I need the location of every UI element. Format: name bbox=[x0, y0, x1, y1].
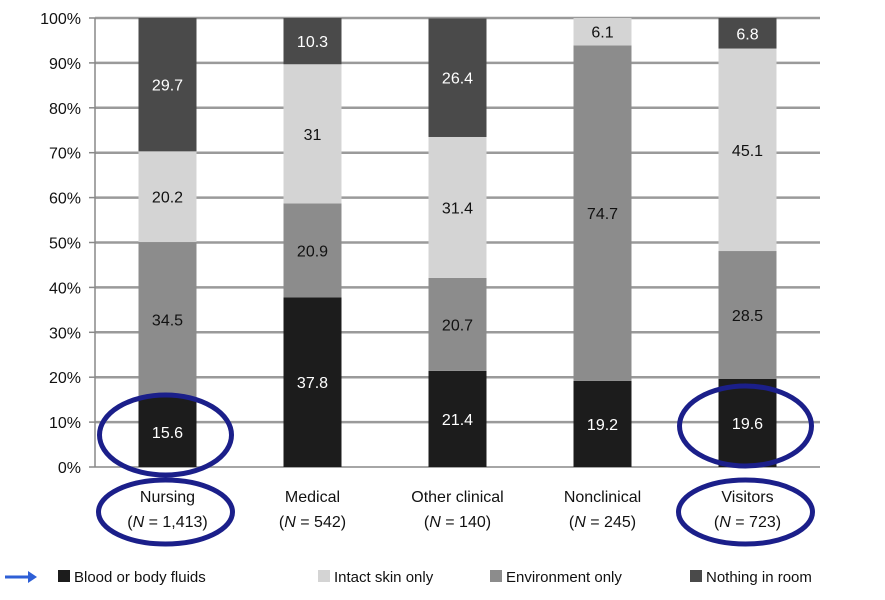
bar-segment-blood-or-body-fluids-nonclinical bbox=[573, 380, 632, 467]
highlight-ellipse-value-nursing bbox=[97, 392, 234, 478]
bar-segment-intact-skin-only-nursing bbox=[138, 151, 197, 243]
bar-segment-environment-only-other-clinical bbox=[428, 277, 487, 371]
x-category-n-label: (N = 1,413) bbox=[127, 514, 208, 531]
legend-swatch-nothing-in-room bbox=[690, 570, 702, 582]
y-tick-label: 20% bbox=[49, 370, 81, 387]
x-category-n-label: (N = 245) bbox=[569, 514, 636, 531]
highlight-ellipse-value-visitors bbox=[677, 383, 814, 469]
data-label-blood-or-body-fluids-visitors: 19.6 bbox=[732, 416, 763, 433]
bar-segment-nothing-in-room-other-clinical bbox=[428, 18, 487, 137]
bar-segment-blood-or-body-fluids-nursing bbox=[138, 396, 197, 467]
y-tick-label: 0% bbox=[58, 460, 81, 477]
bars: 15.6 34.5 20.2 29.7 37.8 20.9 31 10.3 21.4 20.7 31… bbox=[138, 18, 777, 467]
bar-segment-blood-or-body-fluids-medical bbox=[283, 297, 342, 467]
bar-segment-intact-skin-only-nonclinical bbox=[573, 18, 632, 46]
data-label-intact-skin-only-other-clinical: 31.4 bbox=[442, 200, 473, 217]
data-label-intact-skin-only-visitors: 45.1 bbox=[732, 143, 763, 160]
data-label-blood-or-body-fluids-medical: 37.8 bbox=[297, 375, 328, 392]
legend-swatch-blood-or-body-fluids bbox=[58, 570, 70, 582]
legend-label-environment-only: Environment only bbox=[506, 569, 622, 586]
bar-segment-intact-skin-only-other-clinical bbox=[428, 136, 487, 278]
highlight-ellipse-label-nursing bbox=[96, 477, 235, 547]
legend-label-blood-or-body-fluids: Blood or body fluids bbox=[74, 569, 206, 586]
legend: Blood or body fluids Intact skin only Envi… bbox=[5, 569, 812, 586]
data-label-environment-only-nursing: 34.5 bbox=[152, 313, 183, 330]
data-label-nothing-in-room-other-clinical: 26.4 bbox=[442, 71, 473, 88]
y-tick-label: 60% bbox=[49, 191, 81, 208]
bar-segment-intact-skin-only-visitors bbox=[718, 48, 777, 252]
data-label-nothing-in-room-medical: 10.3 bbox=[297, 34, 328, 51]
highlight-ellipse-label-visitors bbox=[676, 477, 815, 547]
y-tick-label: 80% bbox=[49, 101, 81, 118]
data-label-environment-only-nonclinical: 74.7 bbox=[587, 206, 618, 223]
legend-label-nothing-in-room: Nothing in room bbox=[706, 569, 812, 586]
legend-swatch-environment-only bbox=[490, 570, 502, 582]
x-category-label: Medical bbox=[285, 489, 340, 506]
bar-segment-environment-only-medical bbox=[283, 203, 342, 298]
data-label-intact-skin-only-nursing: 20.2 bbox=[152, 190, 183, 207]
y-tick-label: 70% bbox=[49, 146, 81, 163]
bar-segment-environment-only-nonclinical bbox=[573, 45, 632, 381]
data-label-nothing-in-room-nursing: 29.7 bbox=[152, 78, 183, 95]
y-tick-label: 90% bbox=[49, 56, 81, 73]
y-tick-label: 40% bbox=[49, 280, 81, 297]
x-axis: Nursing (N = 1,413) Medical (N = 542) Other … bbox=[127, 489, 781, 531]
bar-segment-nothing-in-room-nursing bbox=[138, 18, 197, 152]
y-tick-label: 30% bbox=[49, 325, 81, 342]
legend-swatch-intact-skin-only bbox=[318, 570, 330, 582]
data-label-blood-or-body-fluids-nursing: 15.6 bbox=[152, 425, 183, 442]
data-label-nothing-in-room-visitors: 6.8 bbox=[736, 26, 758, 43]
x-category-n-label: (N = 542) bbox=[279, 514, 346, 531]
arrow-head-icon bbox=[28, 571, 37, 583]
data-label-intact-skin-only-nonclinical: 6.1 bbox=[591, 25, 613, 42]
bar-segment-nothing-in-room-visitors bbox=[718, 18, 777, 49]
x-category-n-label: (N = 140) bbox=[424, 514, 491, 531]
y-tick-label: 50% bbox=[49, 236, 81, 253]
x-category-label: Nonclinical bbox=[564, 489, 641, 506]
bar-segment-environment-only-nursing bbox=[138, 242, 197, 397]
legend-label-intact-skin-only: Intact skin only bbox=[334, 569, 434, 586]
bar-segment-intact-skin-only-medical bbox=[283, 64, 342, 204]
y-tick-label: 10% bbox=[49, 415, 81, 432]
x-category-n-label: (N = 723) bbox=[714, 514, 781, 531]
bar-segment-blood-or-body-fluids-visitors bbox=[718, 378, 777, 467]
bar-segment-nothing-in-room-medical bbox=[283, 18, 342, 65]
data-label-environment-only-medical: 20.9 bbox=[297, 243, 328, 260]
bar-segment-blood-or-body-fluids-other-clinical bbox=[428, 370, 487, 467]
y-axis: 0% 10% 20% 30% 40% 50% 60% 70% 80% 90% 100% bbox=[40, 11, 96, 477]
x-category-label: Visitors bbox=[721, 489, 773, 506]
data-label-environment-only-visitors: 28.5 bbox=[732, 308, 763, 325]
data-label-blood-or-body-fluids-nonclinical: 19.2 bbox=[587, 417, 618, 434]
data-label-blood-or-body-fluids-other-clinical: 21.4 bbox=[442, 412, 473, 429]
y-tick-label: 100% bbox=[40, 11, 81, 28]
x-category-label: Nursing bbox=[140, 489, 195, 506]
bar-segment-environment-only-visitors bbox=[718, 251, 777, 379]
data-label-intact-skin-only-medical: 31 bbox=[304, 127, 322, 144]
data-label-environment-only-other-clinical: 20.7 bbox=[442, 317, 473, 334]
annotation-ellipses bbox=[96, 383, 815, 547]
x-category-label: Other clinical bbox=[411, 489, 503, 506]
